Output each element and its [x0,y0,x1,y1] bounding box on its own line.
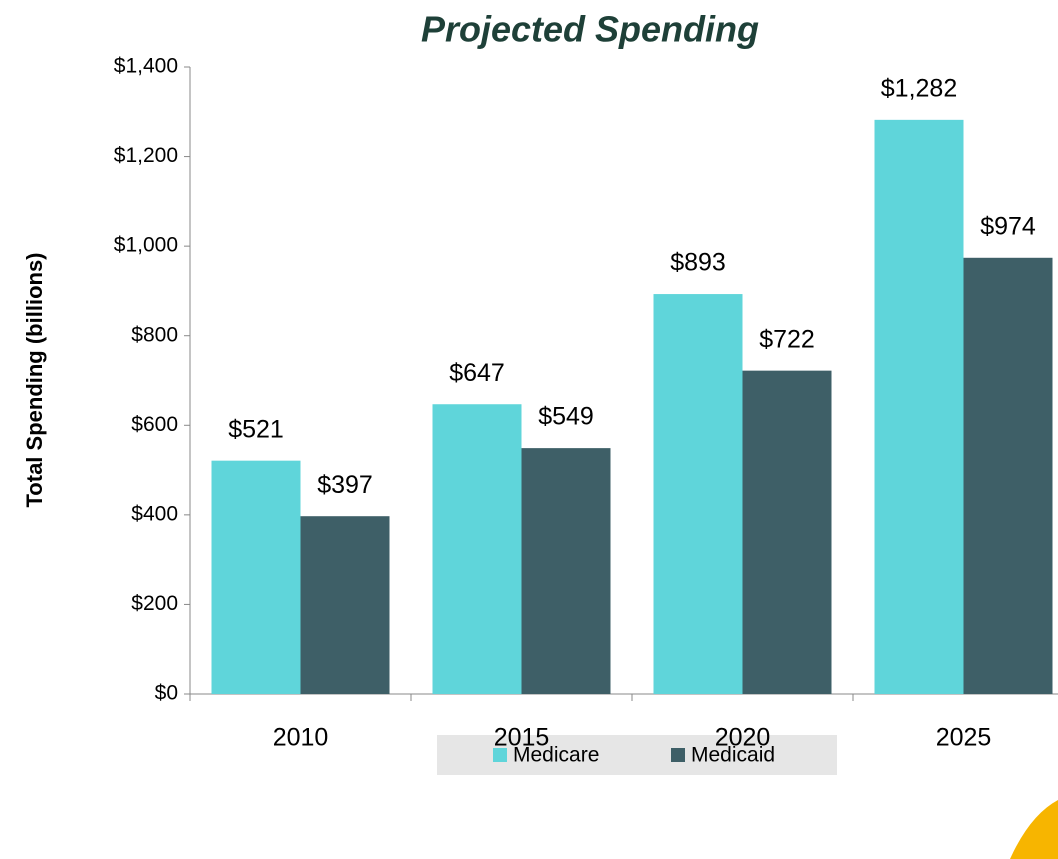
y-tick-label: $1,200 [114,144,178,167]
y-tick-label: $1,000 [114,234,178,257]
legend-swatch [493,748,507,762]
x-tick-label: 2020 [715,724,771,752]
value-label: $521 [228,415,284,443]
value-label: $549 [538,403,594,431]
bar [874,119,964,694]
value-label: $647 [449,359,505,387]
bar [300,516,390,694]
x-tick-label: 2010 [273,724,329,752]
y-axis-label: Total Spending (billions) [22,252,47,507]
chart-title: Projected Spending [421,9,759,50]
decoration [1010,800,1058,859]
y-tick-label: $600 [131,413,178,436]
bar [432,404,522,694]
bar [963,257,1053,694]
bar [742,370,832,694]
bar [521,448,611,694]
legend-label: Medicaid [691,744,775,767]
y-tick-label: $0 [155,682,178,705]
y-tick-label: $800 [131,323,178,346]
x-tick-label: 2015 [494,724,550,752]
legend-swatch [671,748,685,762]
value-label: $974 [980,212,1036,240]
value-label: $893 [670,249,726,277]
value-label: $1,282 [881,74,957,102]
y-tick-label: $200 [131,592,178,615]
bar [653,294,743,694]
x-tick-label: 2025 [936,724,992,752]
y-tick-label: $1,400 [114,55,178,78]
value-label: $722 [759,325,815,353]
legend-label: Medicare [513,744,599,767]
value-label: $397 [317,471,373,499]
bar [211,460,301,694]
y-tick-label: $400 [131,502,178,525]
